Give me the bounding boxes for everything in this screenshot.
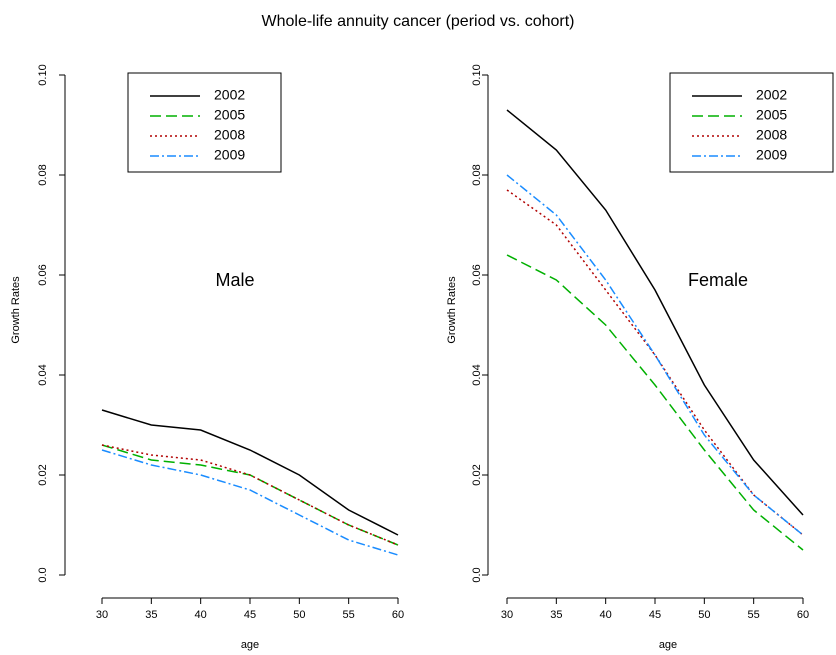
legend-label: 2005 — [214, 107, 245, 123]
x-axis-label: age — [241, 639, 259, 651]
series-line — [101, 409, 399, 536]
series-line — [101, 449, 399, 556]
x-tick-label: 35 — [145, 609, 157, 621]
legend-label: 2002 — [756, 87, 787, 103]
x-tick-label: 50 — [293, 609, 305, 621]
x-tick-label: 45 — [244, 609, 256, 621]
series-line — [101, 444, 399, 546]
x-tick-label: 45 — [649, 609, 661, 621]
legend-label: 2002 — [214, 87, 245, 103]
y-axis-label: Growth Rates — [10, 276, 22, 344]
legend-label: 2009 — [214, 147, 245, 163]
figure-title: Whole-life annuity cancer (period vs. co… — [261, 13, 574, 30]
annotation: Female — [688, 270, 748, 290]
series-line — [506, 174, 804, 536]
y-axis-label: Growth Rates — [446, 276, 458, 344]
y-tick-label: 0.10 — [37, 64, 49, 85]
x-axis-label: age — [659, 639, 677, 651]
legend-label: 2005 — [756, 107, 787, 123]
y-tick-label: 0.08 — [471, 164, 483, 185]
y-tick-label: 0.06 — [37, 264, 49, 285]
y-tick-label: 0.0 — [471, 567, 483, 582]
x-tick-label: 30 — [96, 609, 108, 621]
x-tick-label: 60 — [797, 609, 809, 621]
legend-label: 2008 — [756, 127, 787, 143]
legend-box — [669, 72, 834, 173]
y-tick-label: 0.08 — [37, 164, 49, 185]
y-tick-label: 0.0 — [37, 567, 49, 582]
x-tick-label: 30 — [501, 609, 513, 621]
x-tick-label: 40 — [195, 609, 207, 621]
x-tick-label: 40 — [600, 609, 612, 621]
x-tick-label: 55 — [343, 609, 355, 621]
annotation: Male — [215, 270, 254, 290]
y-tick-label: 0.10 — [471, 64, 483, 85]
y-tick-label: 0.04 — [37, 364, 49, 385]
y-tick-label: 0.06 — [471, 264, 483, 285]
series-line — [506, 254, 804, 551]
x-tick-label: 60 — [392, 609, 404, 621]
series-line — [506, 109, 804, 516]
series-line — [101, 444, 399, 546]
legend-box — [127, 72, 282, 173]
x-tick-label: 55 — [748, 609, 760, 621]
x-tick-label: 35 — [550, 609, 562, 621]
y-tick-label: 0.04 — [471, 364, 483, 385]
y-tick-label: 0.02 — [37, 464, 49, 485]
legend-label: 2008 — [214, 127, 245, 143]
y-tick-label: 0.02 — [471, 464, 483, 485]
legend-label: 2009 — [756, 147, 787, 163]
series-line — [506, 189, 804, 536]
x-tick-label: 50 — [698, 609, 710, 621]
